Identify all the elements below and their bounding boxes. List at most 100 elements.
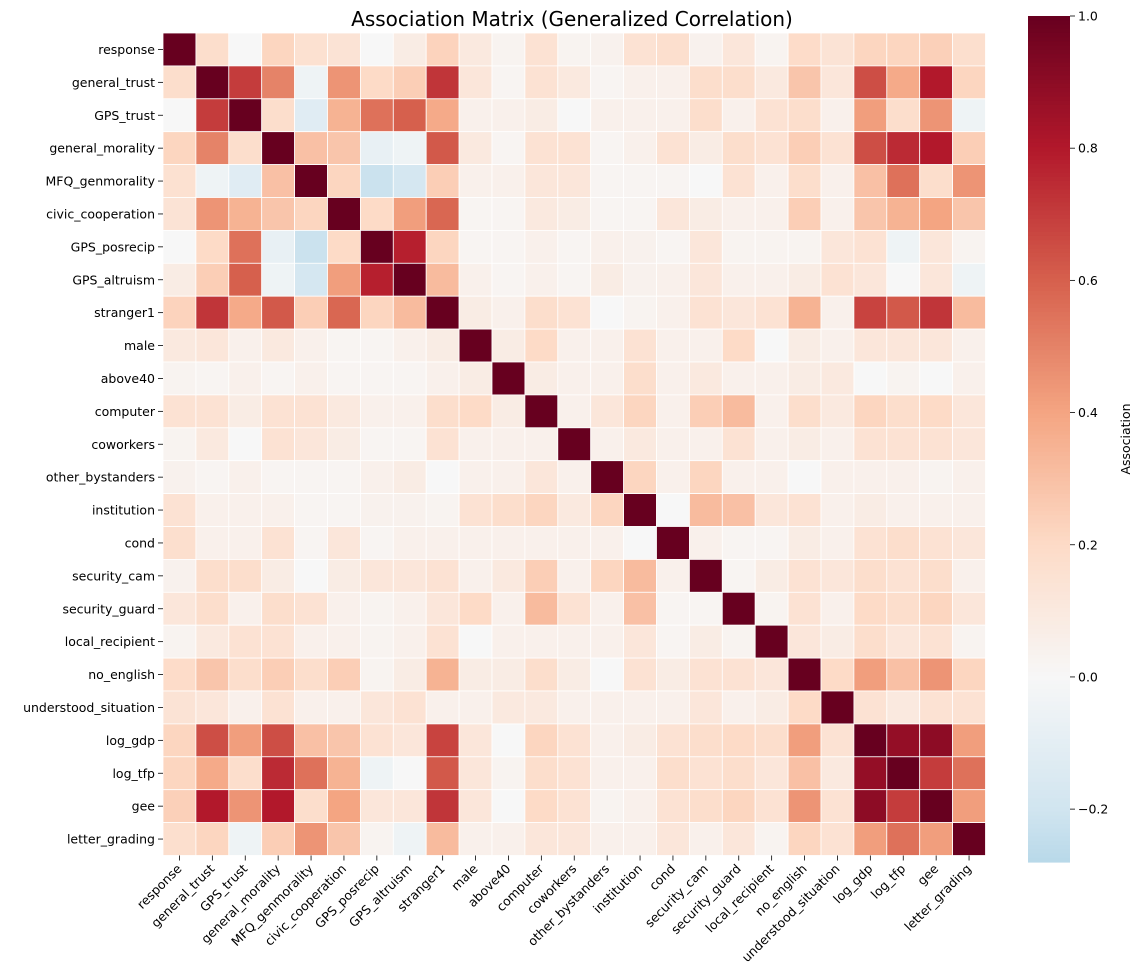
colorbar-segment xyxy=(1028,392,1070,398)
colorbar-segment xyxy=(1028,802,1070,808)
heatmap-cell-understood_situation-male xyxy=(458,690,493,725)
colorbar-segment xyxy=(1028,819,1070,825)
colorbar-segment xyxy=(1028,384,1070,389)
heatmap-cell-understood_situation-log_gdp xyxy=(853,690,888,725)
heatmap-cell-MFQ_genmorality-male xyxy=(458,164,493,198)
colorbar-segment xyxy=(1028,840,1070,846)
heatmap-cell-general_morality-civic_cooperation xyxy=(327,131,361,165)
colorbar-tick-label: 1.0 xyxy=(1078,9,1098,24)
heatmap-cell-security_guard-coworkers xyxy=(557,591,592,626)
y-tick-label-general_morality: general_morality xyxy=(49,141,155,156)
heatmap-cell-general_morality-coworkers xyxy=(557,131,592,165)
colorbar-segment xyxy=(1028,257,1070,262)
heatmap-cell-no_english-cond xyxy=(656,657,690,692)
heatmap-cell-log_gdp-cond xyxy=(656,723,690,758)
heatmap-cell-letter_grading-civic_cooperation xyxy=(327,822,361,856)
heatmap-cell-computer-log_tfp xyxy=(886,394,921,429)
heatmap-cell-coworkers-stranger1 xyxy=(425,427,460,462)
heatmap-cell-MFQ_genmorality-institution xyxy=(623,164,657,198)
heatmap-cell-institution-letter_grading xyxy=(952,493,986,527)
heatmap-cell-letter_grading-computer xyxy=(524,822,559,856)
colorbar-segment xyxy=(1028,329,1070,334)
heatmap-cell-computer-civic_cooperation xyxy=(327,394,361,429)
heatmap-cell-institution-no_english xyxy=(787,493,822,527)
colorbar-segment xyxy=(1028,646,1070,652)
heatmap-cell-above40-computer xyxy=(524,361,559,396)
colorbar-segment xyxy=(1028,794,1070,800)
heatmap-cell-general_morality-cond xyxy=(656,131,690,165)
heatmap-cell-institution-gee xyxy=(919,493,954,527)
colorbar-segment xyxy=(1028,561,1070,567)
heatmap-cell-log_tfp-security_cam xyxy=(689,756,723,791)
heatmap-cell-GPS_altruism-GPS_posrecip xyxy=(359,262,394,297)
heatmap-cell-local_recipient-security_guard xyxy=(721,624,756,659)
heatmap-cell-understood_situation-cond xyxy=(656,690,690,725)
heatmap-cell-no_english-institution xyxy=(623,657,657,692)
heatmap-cell-security_cam-log_tfp xyxy=(886,559,921,593)
heatmap-cell-response-general_trust xyxy=(195,32,230,67)
y-tick-label-institution: institution xyxy=(92,503,155,518)
x-tick-label-log_tfp: log_tfp xyxy=(868,861,909,902)
heatmap-cell-stranger1-above40 xyxy=(491,295,526,330)
heatmap-cell-security_guard-male xyxy=(458,591,493,626)
colorbar-segment xyxy=(1028,197,1070,203)
heatmap-cell-log_gdp-general_trust xyxy=(195,723,230,758)
heatmap-cell-GPS_trust-general_morality xyxy=(261,98,296,133)
heatmap-cell-civic_cooperation-security_cam xyxy=(689,197,723,231)
colorbar-segment xyxy=(1028,506,1070,512)
colorbar-segment xyxy=(1028,219,1070,224)
heatmap-cell-log_gdp-gee xyxy=(919,723,954,758)
heatmap-cell-MFQ_genmorality-log_gdp xyxy=(853,164,888,198)
heatmap-cell-male-security_cam xyxy=(689,328,723,363)
heatmap-cell-no_english-no_english xyxy=(787,657,822,692)
colorbar-segment xyxy=(1028,189,1070,195)
heatmap-cell-local_recipient-computer xyxy=(524,624,559,659)
heatmap-cell-log_gdp-GPS_trust xyxy=(228,723,263,758)
colorbar-segment xyxy=(1028,853,1070,859)
y-tick-label-understood_situation: understood_situation xyxy=(23,700,155,715)
heatmap-cell-local_recipient-coworkers xyxy=(557,624,592,659)
colorbar-segment xyxy=(1028,362,1070,368)
colorbar-segment xyxy=(1028,104,1070,110)
heatmap-cell-general_morality-GPS_posrecip xyxy=(359,131,394,165)
heatmap-cell-computer-cond xyxy=(656,394,690,429)
heatmap-cell-other_bystanders-GPS_posrecip xyxy=(359,460,394,495)
heatmap-cell-GPS_trust-response xyxy=(162,98,197,133)
colorbar-tick-label: 0.4 xyxy=(1078,405,1098,420)
heatmap-cell-stranger1-stranger1 xyxy=(425,295,460,330)
heatmap-cell-institution-security_guard xyxy=(721,493,756,527)
heatmap-cell-understood_situation-civic_cooperation xyxy=(327,690,361,725)
heatmap-cell-GPS_trust-letter_grading xyxy=(952,98,986,133)
colorbar-segment xyxy=(1028,151,1070,157)
heatmap-cell-above40-above40 xyxy=(491,361,526,396)
heatmap-cell-male-local_recipient xyxy=(754,328,789,363)
colorbar-segment xyxy=(1028,274,1070,279)
heatmap-cell-other_bystanders-institution xyxy=(623,460,657,495)
heatmap-cell-stranger1-gee xyxy=(919,295,954,330)
heatmap-cell-civic_cooperation-GPS_posrecip xyxy=(359,197,394,231)
heatmap-cell-male-security_guard xyxy=(721,328,756,363)
heatmap-cell-security_cam-male xyxy=(458,559,493,593)
heatmap-cell-general_trust-civic_cooperation xyxy=(327,65,361,100)
heatmap-cell-log_gdp-MFQ_genmorality xyxy=(294,723,328,758)
heatmap-cell-GPS_altruism-general_trust xyxy=(195,262,230,297)
heatmap-cell-stranger1-security_cam xyxy=(689,295,723,330)
heatmap-cell-understood_situation-other_bystanders xyxy=(590,690,625,725)
heatmap-cell-response-GPS_posrecip xyxy=(359,32,394,67)
colorbar-segment xyxy=(1028,857,1070,863)
heatmap-cell-stranger1-log_tfp xyxy=(886,295,921,330)
heatmap-cell-log_tfp-log_tfp xyxy=(886,756,921,791)
colorbar-segment xyxy=(1028,464,1070,470)
heatmap-cell-institution-computer xyxy=(524,493,559,527)
colorbar-segment xyxy=(1028,16,1070,21)
heatmap-cell-other_bystanders-above40 xyxy=(491,460,526,495)
colorbar-segment xyxy=(1028,92,1070,97)
colorbar-segment xyxy=(1028,375,1070,381)
heatmap-cell-cond-general_morality xyxy=(261,526,296,560)
colorbar-segment xyxy=(1028,477,1070,482)
colorbar-segment xyxy=(1028,675,1070,681)
heatmap-cell-coworkers-other_bystanders xyxy=(590,427,625,462)
colorbar-segment xyxy=(1028,231,1070,237)
heatmap-cell-male-response xyxy=(162,328,197,363)
heatmap-cell-understood_situation-no_english xyxy=(787,690,822,725)
